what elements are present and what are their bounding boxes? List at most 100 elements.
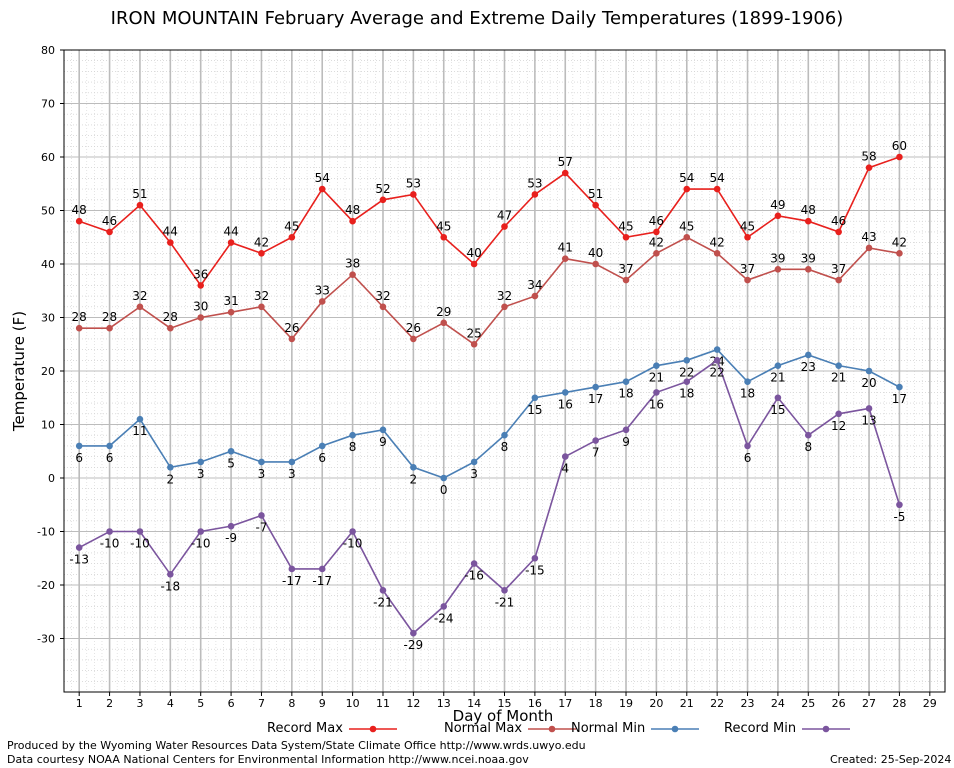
legend-swatch-marker [548, 725, 556, 732]
data-point [531, 394, 539, 402]
data-point [258, 250, 265, 257]
data-point [804, 431, 812, 439]
data-label: 45 [618, 219, 633, 233]
x-tick-label: 19 [619, 697, 633, 710]
data-point [561, 169, 569, 177]
data-point [592, 201, 599, 209]
x-tick-label: 29 [923, 697, 937, 710]
legend-label: Record Min [724, 721, 797, 736]
data-point [896, 383, 903, 391]
legend-label: Normal Min [571, 721, 646, 736]
data-label: 46 [649, 214, 664, 228]
footer-produced-by: Produced by the Wyoming Water Resources … [7, 739, 586, 752]
x-tick-label: 20 [649, 697, 663, 710]
data-label: 60 [892, 139, 907, 153]
data-label: 51 [132, 187, 147, 201]
data-point [865, 405, 873, 412]
legend-swatch [802, 725, 851, 732]
data-point [197, 314, 205, 321]
data-point [75, 442, 83, 450]
data-label: 39 [770, 251, 785, 265]
legend-item: Normal Max [444, 721, 578, 736]
data-label: 42 [892, 235, 907, 249]
data-label: 32 [254, 289, 269, 303]
x-tick-label: 13 [437, 697, 451, 710]
data-point [288, 458, 296, 466]
data-point [106, 442, 113, 450]
data-label: 31 [223, 294, 238, 308]
data-label: -24 [434, 611, 454, 625]
data-point [531, 191, 539, 198]
x-tick-label: 12 [406, 697, 420, 710]
data-point [622, 378, 630, 386]
data-point [622, 426, 630, 434]
data-point [136, 415, 144, 423]
data-point [136, 528, 144, 535]
data-point [410, 464, 417, 471]
data-point [896, 501, 903, 509]
x-tick-label: 16 [528, 697, 542, 710]
data-point [470, 260, 478, 268]
y-tick-label: 70 [41, 98, 55, 111]
data-point [865, 164, 873, 171]
data-label: 25 [466, 326, 481, 340]
data-label: 2 [410, 472, 418, 486]
data-point [865, 244, 873, 252]
data-point [227, 308, 235, 316]
major-grid [64, 49, 945, 692]
x-tick-label: 17 [558, 697, 572, 710]
data-label: 29 [436, 305, 451, 319]
data-label: 48 [72, 203, 87, 217]
data-point [379, 426, 387, 434]
data-point [258, 512, 265, 519]
x-tick-label: 24 [771, 697, 785, 710]
data-label: 32 [132, 289, 147, 303]
x-tick-label: 27 [862, 697, 876, 710]
footer-data-courtesy: Data courtesy NOAA National Centers for … [7, 753, 529, 766]
data-label: 7 [592, 446, 600, 460]
data-label: -13 [69, 553, 89, 567]
data-label: -10 [343, 537, 363, 551]
data-label: 30 [193, 300, 208, 314]
series-record-max: 48 46 51 44 36 44 42 45 54 48 52 53 45 40 47 53 57 51 45 46… [72, 139, 907, 289]
data-point [896, 250, 903, 257]
data-point [75, 217, 83, 225]
data-label: 54 [710, 171, 725, 185]
data-point [744, 378, 751, 386]
legend-swatch-marker [671, 725, 679, 732]
data-label: 6 [106, 451, 114, 465]
legend-swatch-marker [369, 725, 377, 732]
data-label: 17 [892, 392, 907, 406]
data-label: -21 [495, 595, 515, 609]
data-point [653, 362, 660, 369]
data-point [440, 233, 448, 241]
data-label: 51 [588, 187, 603, 201]
data-label: 8 [349, 440, 357, 454]
data-label: 48 [801, 203, 816, 217]
data-label: 45 [436, 219, 451, 233]
data-label: 23 [801, 360, 816, 374]
data-point [713, 357, 721, 364]
x-axis-label: Day of Month [453, 707, 554, 725]
data-label: 40 [466, 246, 481, 260]
data-point [318, 442, 326, 450]
data-point [410, 191, 417, 198]
data-point [835, 228, 842, 236]
y-tick-label: 30 [41, 312, 55, 325]
legend-swatch-marker [822, 725, 830, 732]
data-point [713, 346, 721, 353]
data-label: 18 [618, 387, 633, 401]
data-point [835, 276, 842, 284]
series-line [78, 156, 900, 287]
data-label: 18 [740, 387, 755, 401]
data-label: 58 [861, 150, 876, 164]
data-point [318, 185, 326, 193]
data-point [75, 544, 83, 551]
data-label: 44 [163, 225, 178, 239]
y-tick-label: 10 [41, 419, 55, 432]
data-label: 42 [254, 235, 269, 249]
series-record-min: -13 -10 -10 -18 -10 -9 -7 -17 -17 -10 -21 -29 -24 -16… [69, 357, 905, 652]
legend-item: Record Max [267, 721, 399, 736]
y-axis-label: Temperature (F) [10, 311, 28, 432]
